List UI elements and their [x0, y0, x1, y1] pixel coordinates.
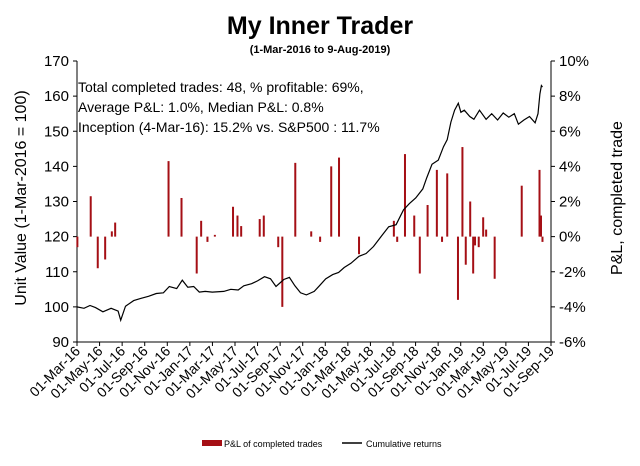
- pnl-bar: [180, 197, 183, 237]
- y-right-tick-label: 6%: [559, 123, 581, 140]
- y-left-tick-label: 160: [44, 88, 69, 105]
- pnl-bar: [477, 236, 480, 248]
- cumulative-returns-line: [76, 84, 543, 323]
- y-left-tick-label: 130: [44, 194, 69, 211]
- y-right-tick-label: 10%: [559, 53, 589, 70]
- pnl-bar: [281, 236, 284, 307]
- pnl-bar: [541, 236, 544, 242]
- pnl-bar: [262, 215, 265, 237]
- pnl-bar: [358, 236, 361, 255]
- y-left-tick-label: 170: [44, 53, 69, 70]
- pnl-bar: [435, 169, 438, 237]
- legend-label-bars: P&L of completed trades: [224, 439, 323, 449]
- y-left-tick-label: 90: [52, 334, 69, 351]
- y-right-tick-label: -6%: [559, 334, 586, 351]
- y-left-tick-label: 100: [44, 299, 69, 316]
- pnl-bar: [96, 236, 99, 269]
- y-right-tick-label: 8%: [559, 88, 581, 105]
- pnl-bar: [538, 169, 541, 237]
- pnl-bar: [277, 236, 280, 248]
- y-right-label: P&L, completed trade: [609, 121, 626, 275]
- legend-label-line: Cumulative returns: [366, 439, 442, 449]
- legend: P&L of completed trades Cumulative retur…: [202, 439, 442, 449]
- pnl-bar: [240, 226, 243, 237]
- pnl-bar: [104, 236, 107, 260]
- pnl-bar: [294, 162, 297, 237]
- pnl-bar: [338, 157, 341, 237]
- chart-title: My Inner Trader: [227, 12, 413, 40]
- y-right-tick-label: 0%: [559, 229, 581, 246]
- pnl-bar: [319, 236, 322, 242]
- pnl-bar: [110, 231, 113, 237]
- pnl-bar: [469, 201, 472, 237]
- y-left-tick-label: 110: [45, 264, 69, 281]
- y-left-tick-label: 120: [44, 229, 69, 246]
- legend-swatch-bars: [202, 440, 222, 446]
- pnl-bar: [539, 215, 542, 237]
- pnl-bar: [206, 236, 209, 242]
- y-left-label: Unit Value (1-Mar-2016 = 100): [13, 90, 30, 305]
- pnl-bar: [520, 185, 523, 237]
- pnl-bar: [456, 236, 459, 300]
- pnl-bar: [493, 236, 496, 279]
- pnl-bar: [330, 166, 333, 237]
- pnl-bar: [89, 196, 92, 237]
- pnl-bar: [310, 231, 313, 237]
- pnl-bar: [482, 217, 485, 237]
- annotation-line-2: Average P&L: 1.0%, Median P&L: 0.8%: [78, 99, 324, 115]
- pnl-bar: [114, 222, 117, 237]
- pnl-bar: [392, 220, 395, 237]
- pnl-bar: [441, 236, 444, 242]
- pnl-bar: [167, 161, 170, 237]
- pnl-bar: [474, 236, 477, 246]
- pnl-bar: [195, 236, 198, 274]
- pnl-bar: [472, 236, 475, 274]
- y-right-tick-label: -2%: [559, 264, 586, 281]
- chart-subtitle: (1-Mar-2016 to 9-Aug-2019): [250, 44, 391, 56]
- pnl-bar: [76, 236, 79, 248]
- pnl-bar: [426, 205, 429, 237]
- pnl-bar: [258, 219, 261, 237]
- pnl-bar: [396, 236, 399, 242]
- y-right-tick-label: -4%: [559, 299, 586, 316]
- annotation-line-1: Total completed trades: 48, % profitable…: [78, 79, 364, 95]
- pnl-bar: [418, 236, 421, 274]
- pnl-bar: [236, 215, 239, 237]
- annotation-line-3: Inception (4-Mar-16): 15.2% vs. S&P500 :…: [78, 119, 380, 135]
- pnl-bar: [464, 236, 467, 265]
- pnl-bar: [232, 206, 235, 237]
- y-left-tick-label: 150: [44, 123, 69, 140]
- y-right-tick-label: 2%: [559, 194, 581, 211]
- y-left-tick-label: 140: [44, 158, 69, 175]
- pnl-bar: [213, 234, 216, 237]
- y-right-tick-label: 4%: [559, 158, 581, 175]
- pnl-bar: [413, 215, 416, 237]
- pnl-bar: [461, 147, 464, 237]
- pnl-bar: [446, 173, 449, 237]
- pnl-bar: [200, 220, 203, 237]
- annotations: Total completed trades: 48, % profitable…: [78, 79, 380, 135]
- pnl-bar: [485, 229, 488, 237]
- pnl-bar: [403, 154, 406, 237]
